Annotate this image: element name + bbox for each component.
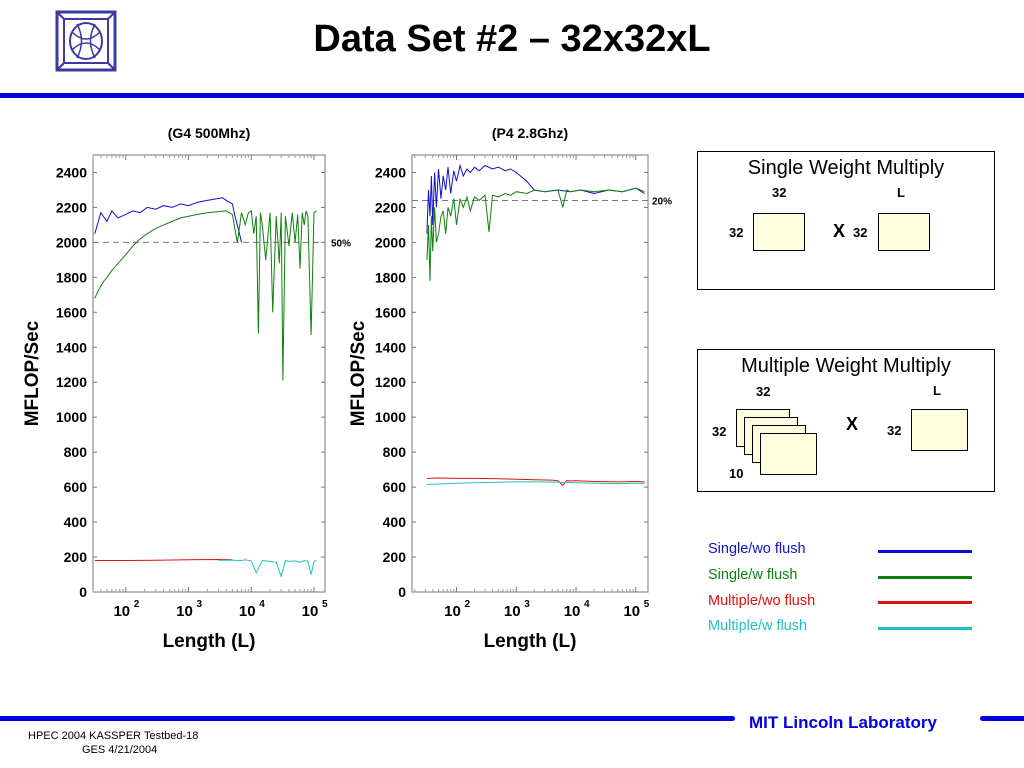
matrix-b-rows-label: 32 bbox=[887, 423, 902, 438]
series-line bbox=[426, 481, 645, 485]
y-tick-label: 2200 bbox=[56, 199, 87, 215]
chart-title: (P4 2.8Ghz) bbox=[492, 125, 568, 141]
legend-line bbox=[878, 576, 972, 579]
x-tick-label-exponent: 4 bbox=[259, 599, 265, 610]
y-tick-label: 1200 bbox=[375, 374, 406, 390]
legend-label: Single/wo flush bbox=[708, 541, 806, 557]
series-line bbox=[426, 163, 645, 234]
y-tick-label: 600 bbox=[64, 479, 88, 495]
diagram-title: Single Weight Multiply bbox=[747, 157, 945, 179]
y-tick-label: 2000 bbox=[375, 234, 406, 250]
x-axis-label: Length (L) bbox=[163, 631, 256, 652]
y-tick-label: 2400 bbox=[375, 164, 406, 180]
y-tick-label: 1600 bbox=[375, 304, 406, 320]
x-tick-label-exponent: 2 bbox=[465, 599, 471, 610]
y-tick-label: 200 bbox=[64, 549, 88, 565]
y-tick-label: 2200 bbox=[375, 199, 406, 215]
x-axis-label: Length (L) bbox=[484, 631, 577, 652]
legend: Single/wo flush Single/w flush Multiple/… bbox=[700, 540, 990, 640]
footer-line-2: GES 4/21/2004 bbox=[82, 744, 158, 756]
y-tick-label: 1200 bbox=[56, 374, 87, 390]
header-divider bbox=[0, 93, 1024, 98]
y-tick-label: 800 bbox=[383, 444, 407, 460]
series-line bbox=[218, 559, 317, 578]
x-tick-label-exponent: 5 bbox=[644, 599, 650, 610]
legend-line bbox=[878, 550, 972, 553]
x-tick-label: 10 bbox=[302, 603, 319, 620]
y-tick-label: 0 bbox=[79, 584, 87, 600]
matrix-b bbox=[878, 213, 930, 251]
y-tick-label: 2400 bbox=[56, 164, 87, 180]
x-tick-label: 10 bbox=[176, 603, 193, 620]
y-tick-label: 400 bbox=[383, 514, 407, 530]
chart-g4: (G4 500Mhz) 0 200 400 600 800 1000 1200 1400 1600… bbox=[22, 125, 351, 652]
y-tick-label: 1600 bbox=[56, 304, 87, 320]
y-tick-label: 1400 bbox=[56, 339, 87, 355]
matrix-a-rows-label: 32 bbox=[729, 225, 744, 240]
y-tick-label: 1000 bbox=[375, 409, 406, 425]
single-weight-multiply-diagram: Single Weight Multiply 32 L 32 X 32 bbox=[697, 151, 995, 290]
multiply-operator: X bbox=[833, 221, 846, 241]
footer-divider-right bbox=[980, 716, 1024, 721]
y-tick-label: 400 bbox=[64, 514, 88, 530]
legend-line bbox=[878, 601, 972, 604]
mit-ll-logo-icon bbox=[55, 10, 117, 72]
page-title: Data Set #2 – 32x32xL bbox=[313, 18, 711, 60]
footer-line-1: HPEC 2004 KASSPER Testbed-18 bbox=[28, 730, 199, 742]
matrix-a-cols-label: 32 bbox=[756, 384, 771, 399]
y-tick-label: 1000 bbox=[56, 409, 87, 425]
y-tick-label: 600 bbox=[383, 479, 407, 495]
y-tick-label: 800 bbox=[64, 444, 88, 460]
matrix-a-stack-4 bbox=[760, 433, 817, 475]
x-tick-label: 10 bbox=[444, 603, 461, 620]
series-line bbox=[426, 187, 645, 281]
matrix-a bbox=[753, 213, 805, 251]
y-tick-label: 1800 bbox=[375, 269, 406, 285]
multiply-operator: X bbox=[846, 414, 859, 434]
reference-label: 20% bbox=[652, 196, 672, 207]
y-tick-label: 0 bbox=[398, 584, 406, 600]
matrix-a-cols-label: 32 bbox=[772, 185, 787, 200]
footer-divider-left bbox=[0, 716, 735, 721]
x-tick-label: 10 bbox=[623, 603, 640, 620]
matrix-a-depth-label: 10 bbox=[729, 466, 744, 481]
footer-lab-name: MIT Lincoln Laboratory bbox=[749, 713, 937, 732]
matrix-b-cols-label: L bbox=[933, 383, 941, 398]
matrix-b-rows-label: 32 bbox=[853, 225, 868, 240]
x-tick-label: 10 bbox=[113, 603, 130, 620]
x-tick-label-exponent: 5 bbox=[322, 599, 328, 610]
x-tick-label: 10 bbox=[239, 603, 256, 620]
series-line bbox=[94, 558, 233, 561]
matrix-b bbox=[911, 409, 968, 451]
matrix-b-cols-label: L bbox=[897, 185, 905, 200]
y-tick-label: 1400 bbox=[375, 339, 406, 355]
multiple-weight-multiply-diagram: Multiple Weight Multiply 32 L 32 10 X 32 bbox=[697, 349, 995, 492]
x-tick-label: 10 bbox=[564, 603, 581, 620]
diagram-title: Multiple Weight Multiply bbox=[741, 355, 951, 377]
matrix-a-rows-label: 32 bbox=[712, 424, 727, 439]
y-tick-label: 2000 bbox=[56, 234, 87, 250]
plot-frame bbox=[411, 154, 649, 593]
series-line bbox=[426, 477, 645, 487]
x-tick-label-exponent: 3 bbox=[197, 599, 203, 610]
y-tick-label: 200 bbox=[383, 549, 407, 565]
x-tick-label-exponent: 3 bbox=[524, 599, 530, 610]
series-line bbox=[94, 197, 242, 243]
x-tick-label: 10 bbox=[504, 603, 521, 620]
legend-label: Multiple/wo flush bbox=[708, 593, 816, 609]
legend-label: Multiple/w flush bbox=[708, 618, 808, 634]
y-tick-label: 1800 bbox=[56, 269, 87, 285]
x-tick-label-exponent: 2 bbox=[134, 599, 140, 610]
x-tick-label-exponent: 4 bbox=[584, 599, 590, 610]
legend-label: Single/w flush bbox=[708, 567, 798, 583]
legend-line bbox=[878, 627, 972, 630]
series-line bbox=[94, 210, 317, 381]
chart-p4: (P4 2.8Ghz) 0 200 400 600 800 1000 1200 1400 1600… bbox=[348, 125, 672, 652]
chart-title: (G4 500Mhz) bbox=[168, 125, 250, 141]
y-axis-label: MFLOP/Sec bbox=[22, 320, 43, 426]
plot-frame bbox=[92, 154, 326, 593]
reference-label: 50% bbox=[331, 238, 351, 249]
y-axis-label: MFLOP/Sec bbox=[348, 320, 369, 426]
